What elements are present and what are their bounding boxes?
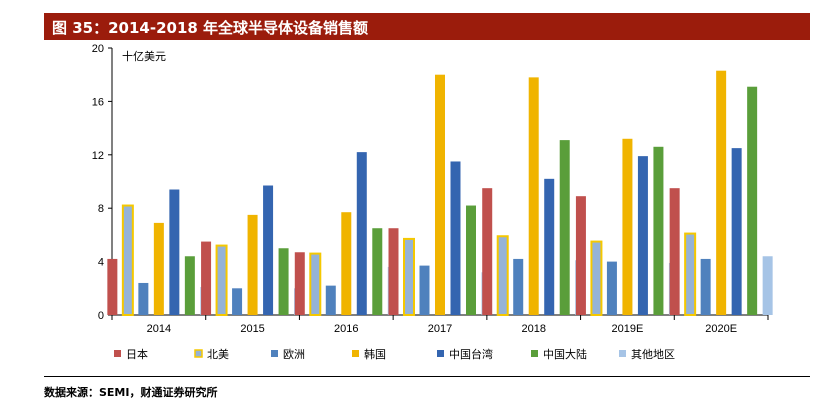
legend-label-6: 其他地区 <box>631 348 675 361</box>
bar-1-3 <box>403 237 415 316</box>
bar-5-1 <box>278 248 289 315</box>
y-tick-label: 20 <box>92 43 104 55</box>
bar-1-1 <box>215 244 228 316</box>
bar-5-5 <box>653 146 664 315</box>
bar-4-4 <box>544 178 555 315</box>
bar-5-4 <box>559 140 570 315</box>
bar-0-5 <box>575 196 586 315</box>
bar-0-2 <box>294 252 305 315</box>
bar-4-1 <box>263 185 274 315</box>
legend-swatch-0 <box>114 350 121 357</box>
bar-3-4 <box>528 77 539 316</box>
page-title: 图 35：2014-2018 年全球半导体设备销售额 <box>52 19 369 37</box>
bar-1-6 <box>684 232 697 316</box>
legend-swatch-3 <box>352 350 359 357</box>
legend-label-2: 欧洲 <box>283 348 305 361</box>
bar-6-6 <box>762 256 773 315</box>
legend-label-3: 韩国 <box>364 347 386 361</box>
bar-0-3 <box>388 228 399 315</box>
bar-3-2 <box>341 212 352 315</box>
legend-swatch-2 <box>271 350 278 357</box>
bar-4-0 <box>169 189 180 315</box>
bar-3-0 <box>153 222 164 315</box>
bar-5-6 <box>747 86 758 315</box>
bar-1-0 <box>121 204 134 316</box>
bar-5-0 <box>184 256 195 315</box>
bar-3-3 <box>435 74 445 315</box>
legend-label-0: 日本 <box>126 347 148 361</box>
bar-2-6 <box>700 258 711 315</box>
bar-5-3 <box>466 205 476 315</box>
title-bar: 图 35：2014-2018 年全球半导体设备销售额 <box>44 13 810 40</box>
bar-3-6 <box>716 70 727 315</box>
bar-1-4 <box>496 235 509 316</box>
bar-5-2 <box>372 228 383 315</box>
legend-label-1: 北美 <box>207 348 229 361</box>
legend-swatch-6 <box>619 350 626 357</box>
bar-2-2 <box>325 285 336 315</box>
x-tick-label: 2019E <box>612 323 644 335</box>
bar-0-0 <box>107 258 118 315</box>
x-tick-label: 2018 <box>521 323 545 335</box>
y-tick-label: 0 <box>98 310 104 322</box>
bar-3-5 <box>622 138 633 315</box>
bar-4-2 <box>356 152 367 315</box>
bar-4-6 <box>731 148 742 315</box>
legend-swatch-5 <box>531 350 538 357</box>
bar-4-3 <box>450 161 461 315</box>
x-tick-label: 2015 <box>240 323 264 335</box>
x-tick-label: 2016 <box>334 323 358 335</box>
bar-0-1 <box>201 241 212 315</box>
bar-chart: 0 4 8 12 16 20 十亿美元 2014 2015 2016 2017 2018 2019E 20… <box>92 43 773 361</box>
y-tick-label: 4 <box>98 257 104 269</box>
bar-2-1 <box>232 288 243 315</box>
bar-2-3 <box>419 265 430 315</box>
x-tick-label: 2020E <box>705 323 737 335</box>
legend-label-4: 中国台湾 <box>449 347 493 361</box>
x-tick-label: 2017 <box>428 323 452 335</box>
legend-swatch-1 <box>194 349 203 358</box>
bar-0-6 <box>669 188 680 315</box>
y-tick-label: 12 <box>92 150 104 162</box>
x-tick-label: 2014 <box>147 323 171 335</box>
bar-2-5 <box>606 261 617 315</box>
y-tick-label: 16 <box>92 96 104 108</box>
footer-divider <box>44 376 810 377</box>
legend-swatch-4 <box>437 350 444 357</box>
y-axis-unit-label: 十亿美元 <box>122 49 166 63</box>
bar-0-4 <box>482 188 493 315</box>
bar-1-2 <box>309 252 322 316</box>
bar-1-5 <box>590 240 603 316</box>
legend-label-5: 中国大陆 <box>543 347 587 361</box>
y-tick-label: 8 <box>98 203 104 215</box>
bar-4-5 <box>637 156 648 315</box>
bar-2-0 <box>138 282 149 315</box>
bar-2-4 <box>513 258 524 315</box>
source-note: 数据来源：SEMI，财通证券研究所 <box>44 386 218 399</box>
bar-3-1 <box>247 214 258 315</box>
